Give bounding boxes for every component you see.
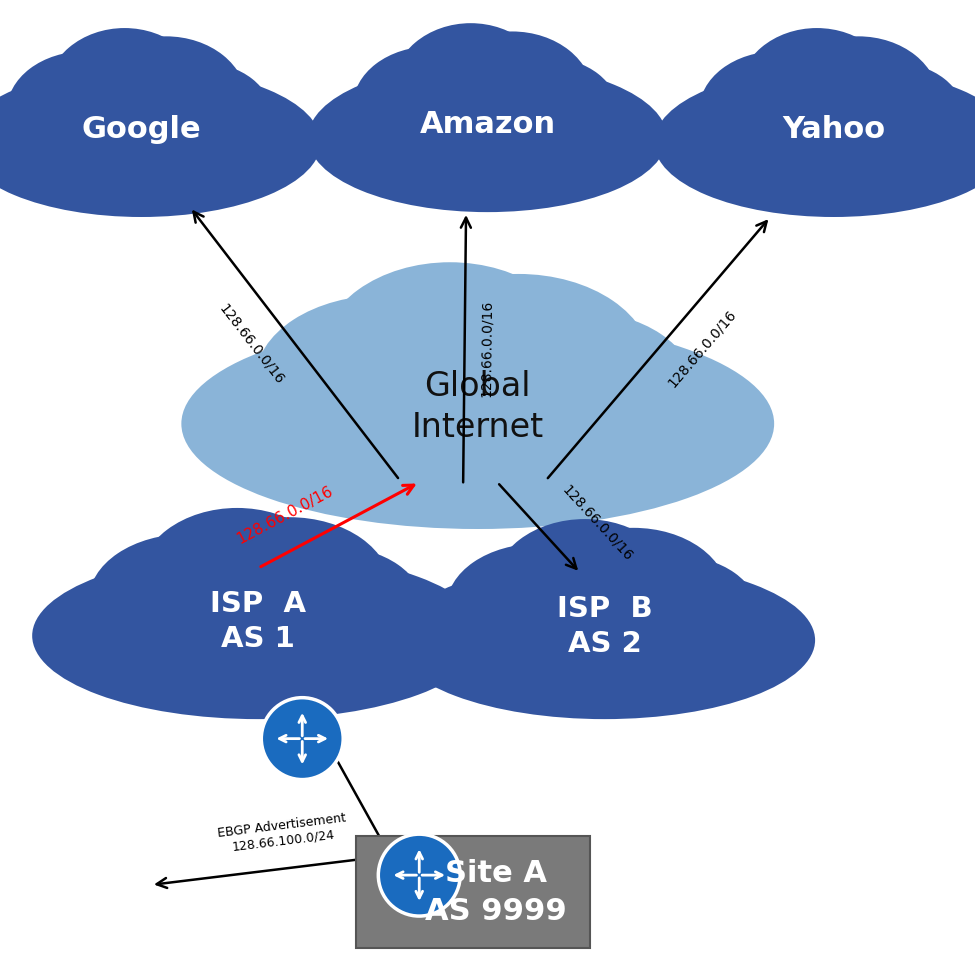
Text: 128.66.0.0/16: 128.66.0.0/16 [479, 300, 493, 397]
Ellipse shape [46, 28, 203, 161]
Ellipse shape [519, 629, 690, 708]
Ellipse shape [394, 562, 815, 719]
Ellipse shape [705, 124, 839, 207]
Ellipse shape [68, 131, 214, 206]
Ellipse shape [414, 126, 561, 201]
Ellipse shape [167, 623, 350, 708]
Text: Yahoo: Yahoo [782, 115, 885, 144]
Ellipse shape [134, 63, 273, 172]
Ellipse shape [480, 58, 619, 168]
Ellipse shape [431, 31, 593, 161]
Ellipse shape [429, 579, 574, 675]
Ellipse shape [320, 263, 579, 450]
Ellipse shape [699, 51, 856, 171]
Ellipse shape [492, 519, 677, 660]
Ellipse shape [13, 124, 147, 207]
Ellipse shape [0, 84, 116, 175]
Ellipse shape [453, 621, 611, 709]
Text: Site A
AS 9999: Site A AS 9999 [425, 858, 567, 926]
Ellipse shape [188, 517, 391, 662]
Ellipse shape [264, 398, 487, 514]
Ellipse shape [0, 68, 321, 217]
Ellipse shape [598, 621, 756, 709]
Ellipse shape [261, 698, 343, 779]
Text: 128.66.0.0/16: 128.66.0.0/16 [559, 482, 636, 563]
Ellipse shape [89, 534, 287, 667]
Ellipse shape [308, 63, 667, 212]
Ellipse shape [538, 528, 728, 664]
Ellipse shape [249, 547, 424, 669]
Ellipse shape [32, 553, 485, 719]
Ellipse shape [338, 79, 462, 171]
Text: 128.66.0.0/16: 128.66.0.0/16 [665, 307, 739, 390]
Ellipse shape [378, 834, 460, 916]
Ellipse shape [465, 312, 694, 466]
Ellipse shape [469, 398, 690, 514]
Text: Google: Google [82, 115, 201, 144]
Ellipse shape [7, 51, 164, 171]
Ellipse shape [826, 63, 965, 172]
Ellipse shape [738, 28, 895, 161]
Ellipse shape [138, 508, 336, 657]
Ellipse shape [252, 615, 421, 708]
Text: Global
Internet: Global Internet [411, 370, 544, 444]
Ellipse shape [359, 120, 493, 202]
Ellipse shape [96, 615, 265, 708]
FancyBboxPatch shape [356, 836, 590, 949]
Ellipse shape [231, 342, 435, 470]
Ellipse shape [684, 84, 808, 175]
Ellipse shape [255, 295, 515, 464]
Text: Amazon: Amazon [419, 110, 556, 139]
Ellipse shape [482, 120, 616, 202]
Text: 128.66.0.0/16: 128.66.0.0/16 [235, 484, 335, 547]
Text: ISP  B
AS 2: ISP B AS 2 [557, 595, 652, 658]
Ellipse shape [778, 36, 939, 166]
Text: 128.66.0.0/16: 128.66.0.0/16 [215, 301, 287, 386]
Text: EBGP Advertisement
128.66.100.0/24: EBGP Advertisement 128.66.100.0/24 [216, 811, 348, 855]
Ellipse shape [70, 571, 226, 673]
Ellipse shape [447, 544, 631, 670]
Ellipse shape [85, 36, 247, 166]
Ellipse shape [392, 24, 549, 156]
Ellipse shape [353, 46, 510, 166]
Text: ISP  A
AS 1: ISP A AS 1 [211, 590, 306, 653]
Ellipse shape [828, 124, 962, 207]
Ellipse shape [760, 131, 907, 206]
Ellipse shape [181, 318, 774, 529]
Ellipse shape [357, 409, 599, 514]
Ellipse shape [654, 68, 975, 217]
Ellipse shape [385, 274, 652, 457]
Ellipse shape [136, 124, 270, 207]
Ellipse shape [596, 556, 759, 671]
